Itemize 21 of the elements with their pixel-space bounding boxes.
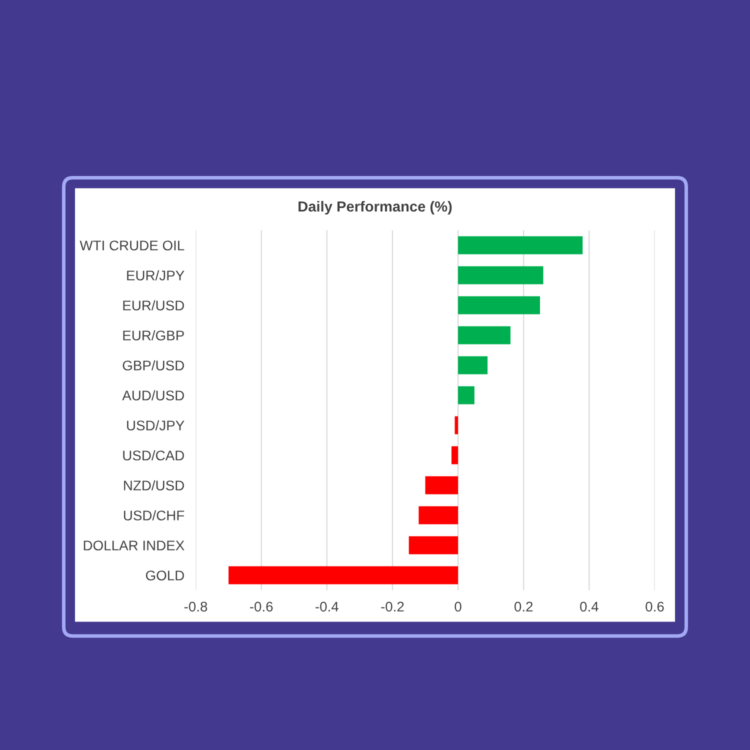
y-tick-label: USD/CHF xyxy=(124,510,184,520)
y-tick-label: EUR/GBP xyxy=(123,330,184,340)
y-tick-label: AUD/USD xyxy=(122,390,184,400)
y-tick-label: EUR/JPY xyxy=(127,270,184,280)
y-tick-label: USD/JPY xyxy=(127,420,184,430)
y-tick-label: GOLD xyxy=(146,570,184,580)
y-tick-label: EUR/USD xyxy=(123,300,184,310)
x-tick-label: 0 xyxy=(454,602,462,612)
y-tick-label: GBP/USD xyxy=(122,360,184,370)
y-tick-label: WTI CRUDE OIL xyxy=(80,240,184,250)
chart-title: Daily Performance (%) xyxy=(298,200,452,215)
x-tick-label: 0.2 xyxy=(514,602,533,612)
x-tick-label: 0.6 xyxy=(646,602,664,612)
y-tick-label: USD/CAD xyxy=(123,450,184,460)
x-tick-label: -0.8 xyxy=(184,602,208,612)
x-tick-label: -0.2 xyxy=(381,602,404,612)
x-tick-label: -0.4 xyxy=(316,602,338,612)
x-tick-label: -0.6 xyxy=(250,602,273,612)
y-tick-label: NZD/USD xyxy=(124,480,184,490)
x-tick-label: 0.4 xyxy=(580,602,598,612)
y-tick-label: DOLLAR INDEX xyxy=(84,540,184,550)
